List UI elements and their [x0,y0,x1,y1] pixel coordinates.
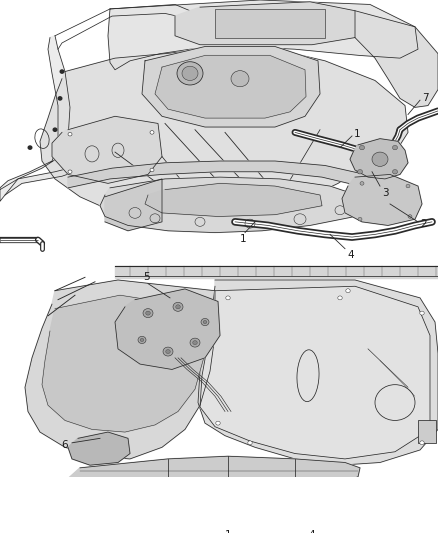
Circle shape [190,338,200,347]
Circle shape [357,169,363,174]
Bar [418,421,436,443]
Circle shape [392,169,398,174]
Circle shape [360,182,364,185]
Polygon shape [342,174,422,225]
Text: 5: 5 [143,272,149,282]
Circle shape [143,309,153,318]
Text: 4: 4 [309,530,315,533]
Circle shape [193,341,197,345]
Circle shape [358,217,362,221]
Polygon shape [155,55,306,118]
Circle shape [406,184,410,188]
Polygon shape [115,265,438,278]
Circle shape [226,296,230,300]
Circle shape [420,441,424,445]
Circle shape [146,311,150,315]
Polygon shape [100,177,368,232]
Circle shape [68,170,72,174]
Circle shape [420,311,424,315]
Bar [215,9,325,37]
Polygon shape [68,432,130,465]
Circle shape [28,146,32,149]
Circle shape [176,305,180,309]
Text: 7: 7 [422,93,429,103]
Polygon shape [40,49,408,222]
Circle shape [231,71,249,87]
Polygon shape [42,295,205,432]
Polygon shape [108,0,418,70]
Circle shape [140,338,144,342]
Circle shape [203,320,207,324]
Circle shape [408,215,412,219]
Polygon shape [115,289,220,369]
Circle shape [177,62,203,85]
Circle shape [60,70,64,73]
Circle shape [53,128,57,131]
Polygon shape [52,116,162,183]
Circle shape [150,131,154,134]
Polygon shape [105,179,162,231]
Polygon shape [205,486,258,513]
Circle shape [138,336,146,343]
Polygon shape [25,280,215,459]
Circle shape [360,146,364,150]
Polygon shape [68,161,385,195]
Text: 6: 6 [61,440,68,450]
Circle shape [163,347,173,356]
Circle shape [248,441,252,445]
Circle shape [150,168,154,172]
Circle shape [182,66,198,80]
Circle shape [58,97,62,100]
Text: 1: 1 [225,530,231,533]
Circle shape [166,350,170,353]
Circle shape [216,421,220,425]
Circle shape [346,289,350,293]
Circle shape [68,132,72,136]
Text: 4: 4 [347,251,353,261]
Text: 1: 1 [354,129,360,139]
Text: 3: 3 [382,188,389,198]
Circle shape [372,152,388,166]
Polygon shape [0,36,70,201]
Polygon shape [350,139,408,179]
Polygon shape [0,165,85,195]
Polygon shape [68,456,360,486]
Text: 1: 1 [240,235,246,244]
Circle shape [173,302,183,311]
Circle shape [201,318,209,326]
Circle shape [338,296,342,300]
Text: 2: 2 [420,219,427,229]
Polygon shape [145,183,322,216]
Polygon shape [198,280,438,465]
Circle shape [392,146,398,150]
Polygon shape [175,2,355,45]
Polygon shape [355,11,438,107]
Polygon shape [200,286,430,459]
Polygon shape [142,46,320,127]
